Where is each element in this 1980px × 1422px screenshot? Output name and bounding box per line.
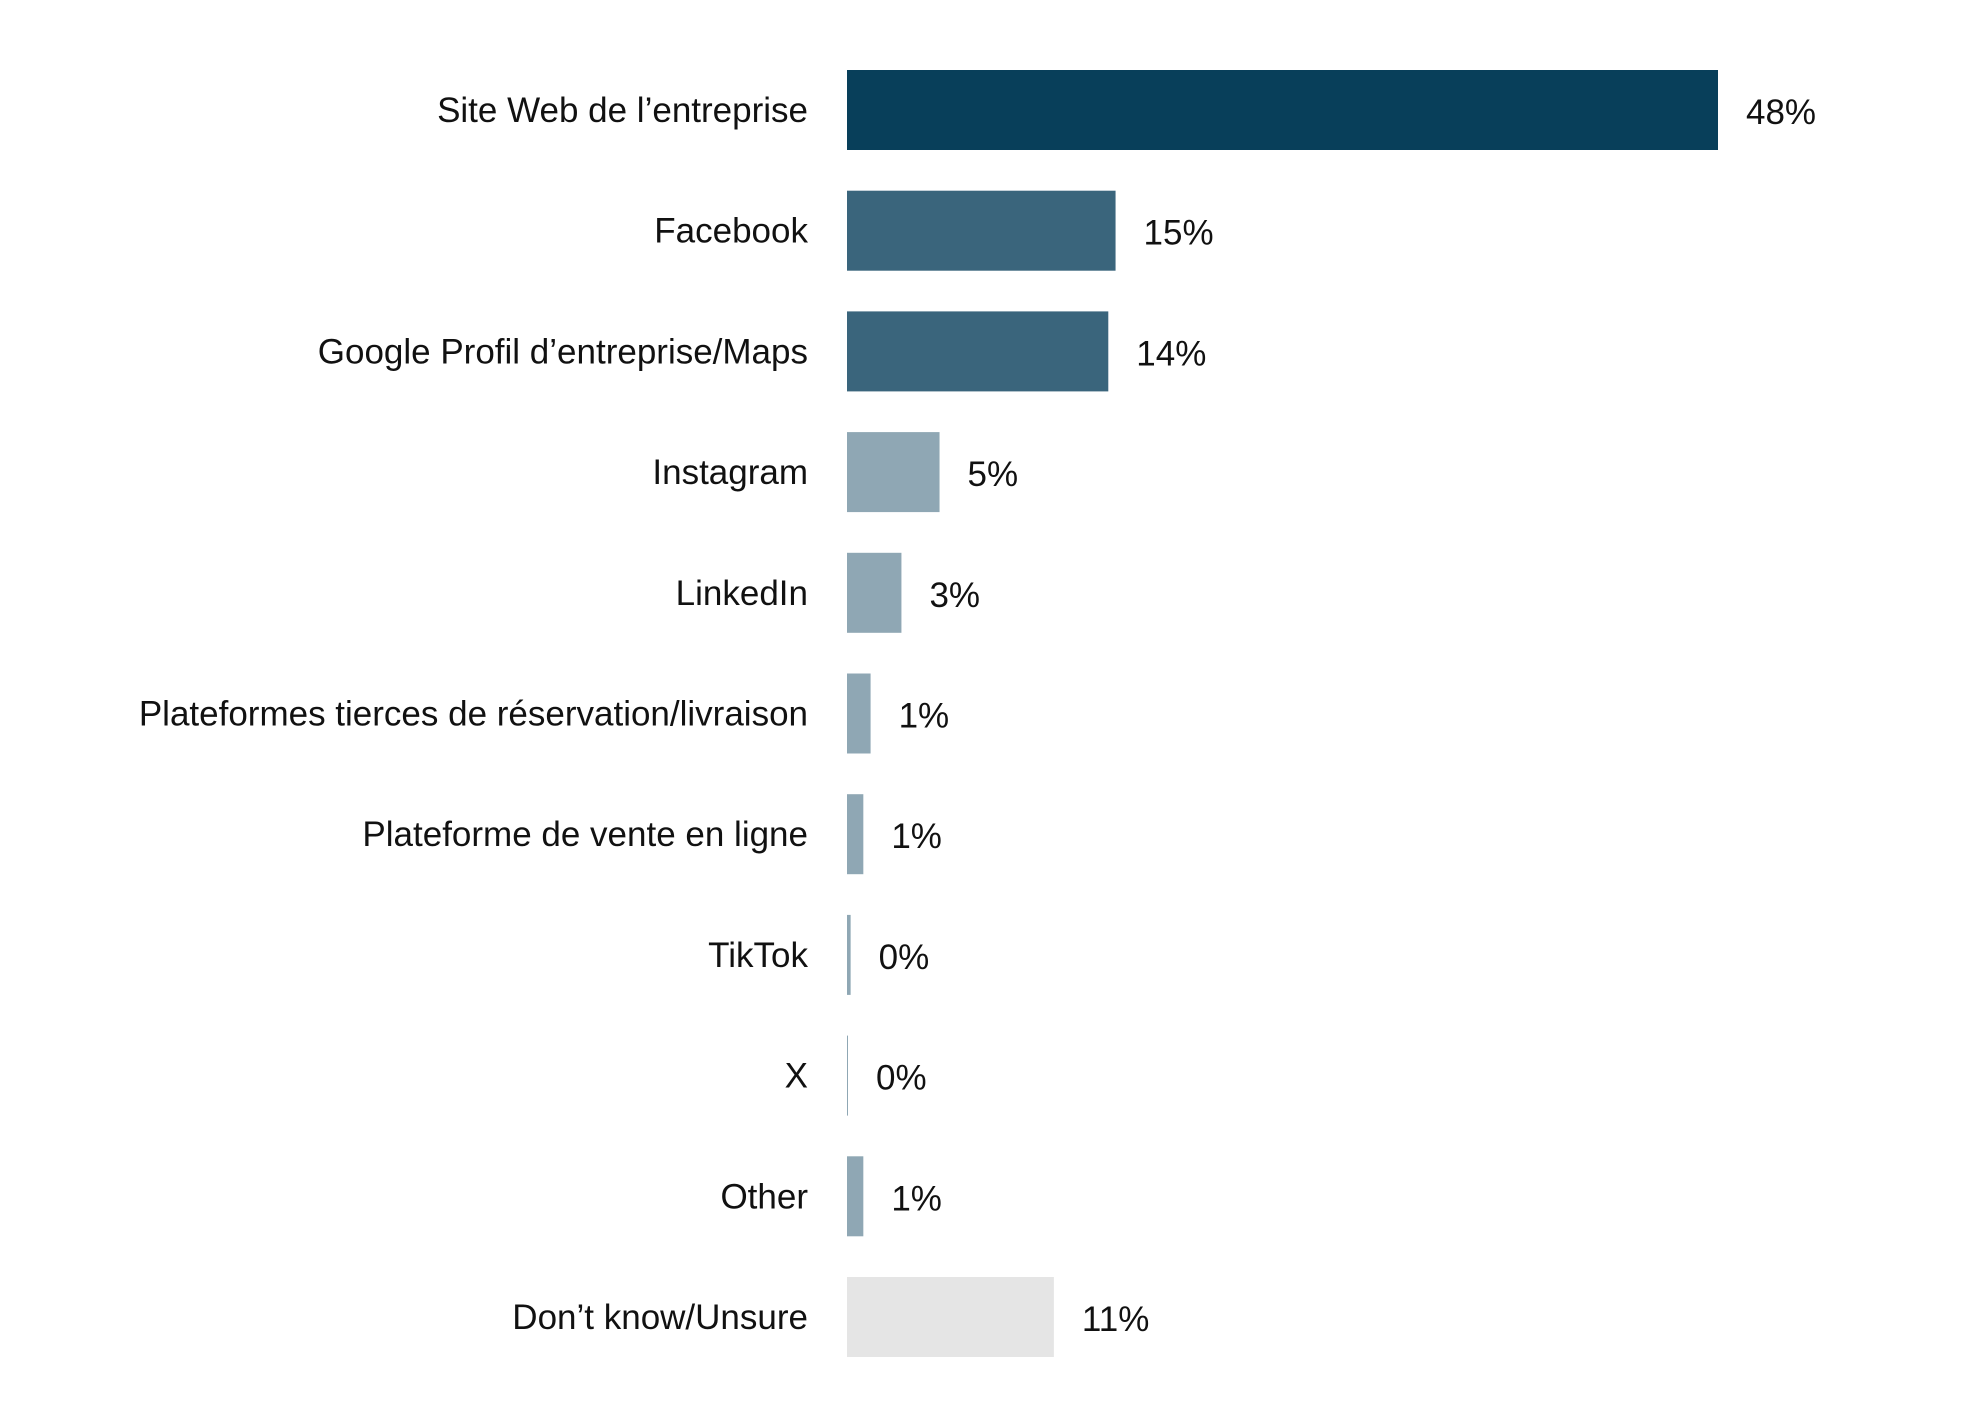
bar-6 bbox=[847, 794, 864, 875]
bar-9 bbox=[847, 1156, 864, 1237]
bar-8 bbox=[847, 1035, 848, 1116]
data-label: 3% bbox=[929, 576, 980, 615]
bar-1 bbox=[847, 190, 1116, 271]
category-label: Other bbox=[720, 1177, 808, 1216]
data-label: 11% bbox=[1082, 1300, 1149, 1339]
bar-3 bbox=[847, 432, 940, 513]
bar-2 bbox=[847, 311, 1109, 392]
category-label: X bbox=[785, 1057, 808, 1096]
category-label: Google Profil d’entreprise/Maps bbox=[318, 332, 808, 371]
category-label: Don’t know/Unsure bbox=[512, 1298, 808, 1337]
bar-10 bbox=[847, 1277, 1054, 1357]
category-label: Site Web de l’entreprise bbox=[437, 91, 808, 130]
bar-5 bbox=[847, 673, 871, 754]
data-label: 1% bbox=[899, 697, 950, 736]
category-label: TikTok bbox=[708, 936, 808, 975]
data-label: 1% bbox=[891, 1179, 942, 1218]
bar-4 bbox=[847, 552, 902, 633]
category-label: Plateforme de vente en ligne bbox=[362, 815, 808, 854]
data-label: 48% bbox=[1746, 93, 1816, 132]
data-label: 1% bbox=[891, 817, 942, 856]
data-label: 0% bbox=[876, 1059, 927, 1098]
data-label: 15% bbox=[1144, 214, 1214, 253]
data-label: 14% bbox=[1136, 334, 1206, 373]
category-label: Plateformes tierces de réservation/livra… bbox=[139, 695, 808, 734]
bar-7 bbox=[847, 914, 851, 995]
bar-0 bbox=[847, 70, 1718, 150]
data-label: 0% bbox=[879, 938, 930, 977]
category-label: Instagram bbox=[652, 453, 808, 492]
category-label: LinkedIn bbox=[676, 574, 808, 613]
data-label: 5% bbox=[968, 455, 1019, 494]
category-label: Facebook bbox=[654, 212, 808, 251]
